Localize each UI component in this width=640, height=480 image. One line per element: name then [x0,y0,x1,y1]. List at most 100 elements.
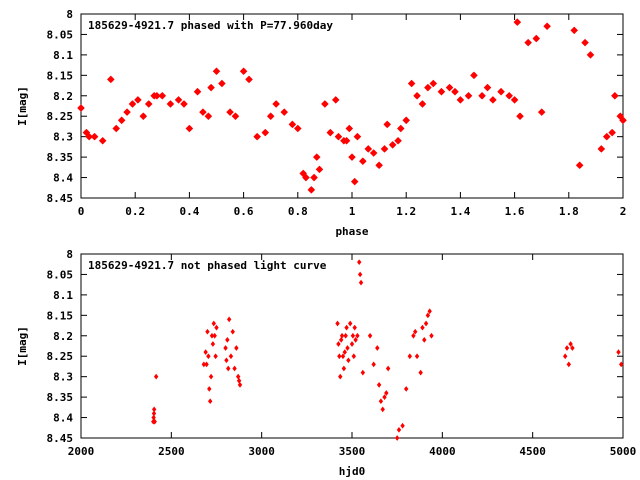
data-point [134,96,142,104]
data-point [464,92,473,100]
data-point [253,132,261,141]
data-point [364,145,373,153]
data-point [478,92,486,100]
data-point [261,128,270,137]
data-point [358,279,364,286]
data-point [570,345,575,351]
y-tick-label: 8.1 [53,289,73,302]
x-tick-label: 4000 [429,445,456,458]
data-point [418,369,423,376]
data-point [226,365,231,372]
data-point [537,108,546,116]
data-point [180,100,188,108]
y-tick-label: 8.1 [53,49,73,62]
data-point [337,353,342,360]
data-point [570,26,578,35]
data-point [313,153,321,161]
y-tick-label: 8 [66,248,73,261]
y-tick-label: 8.45 [47,432,74,445]
data-point [226,316,232,323]
x-tick-label: 3000 [248,445,275,458]
data-point [513,18,522,26]
data-point [394,435,400,441]
data-point [338,373,343,380]
data-point [423,320,429,327]
data-point [151,406,157,413]
data-point [212,67,221,75]
data-point [315,165,324,174]
data-point [564,345,570,351]
data-point [397,124,405,133]
data-point [201,361,207,368]
data-point [597,145,606,153]
data-point [117,116,126,125]
data-point [90,132,99,141]
data-point [223,345,228,351]
data-point [302,173,310,182]
data-point [210,341,216,347]
data-point [107,75,115,84]
data-point [224,357,229,364]
data-point [437,87,446,96]
data-point [566,361,571,368]
data-point [602,132,611,141]
y-tick-label: 8.3 [53,131,73,144]
data-point [326,128,335,137]
x-tick-label: 0 [78,205,85,218]
data-point [483,83,492,92]
data-point [489,96,497,104]
data-point [586,51,595,59]
data-point [207,386,212,392]
data-point [211,320,216,327]
data-point [235,373,241,380]
data-point [294,124,302,133]
data-point [497,87,505,96]
data-point [451,87,459,96]
data-point [351,353,357,360]
data-point [206,353,211,360]
data-point [239,67,248,75]
y-tick-label: 8.15 [47,69,74,82]
x-tick-label: 5000 [610,445,637,458]
data-point [346,357,351,364]
data-point [139,112,148,120]
y-axis-label: I[mag] [16,326,29,366]
data-point [350,332,356,339]
data-point [413,328,418,335]
data-point [375,161,383,170]
data-point [357,259,362,266]
y-tick-label: 8.15 [47,309,74,322]
data-point [341,365,347,372]
data-point [212,332,217,339]
data-point [359,157,367,165]
data-point [543,22,551,31]
x-tick-label: 2500 [158,445,185,458]
x-tick-label: 1.8 [559,205,579,218]
x-tick-label: 0.2 [125,205,145,218]
data-point [352,324,357,331]
data-point [340,353,346,360]
data-point [383,120,391,129]
data-point [369,149,378,157]
data-point [204,112,213,120]
data-point [307,186,316,194]
data-point [345,124,354,133]
data-point [112,124,120,133]
data-point [619,116,627,125]
data-point [510,96,519,104]
data-point [384,390,389,396]
data-point [208,373,214,380]
data-point [234,345,239,351]
data-point [367,332,373,339]
data-point [445,83,454,92]
data-point [288,120,297,129]
x-tick-label: 3500 [339,445,366,458]
data-point [205,328,210,335]
data-point [193,87,202,96]
data-point [418,100,427,108]
data-point [153,92,161,100]
data-point [232,365,237,372]
data-point [342,137,351,145]
